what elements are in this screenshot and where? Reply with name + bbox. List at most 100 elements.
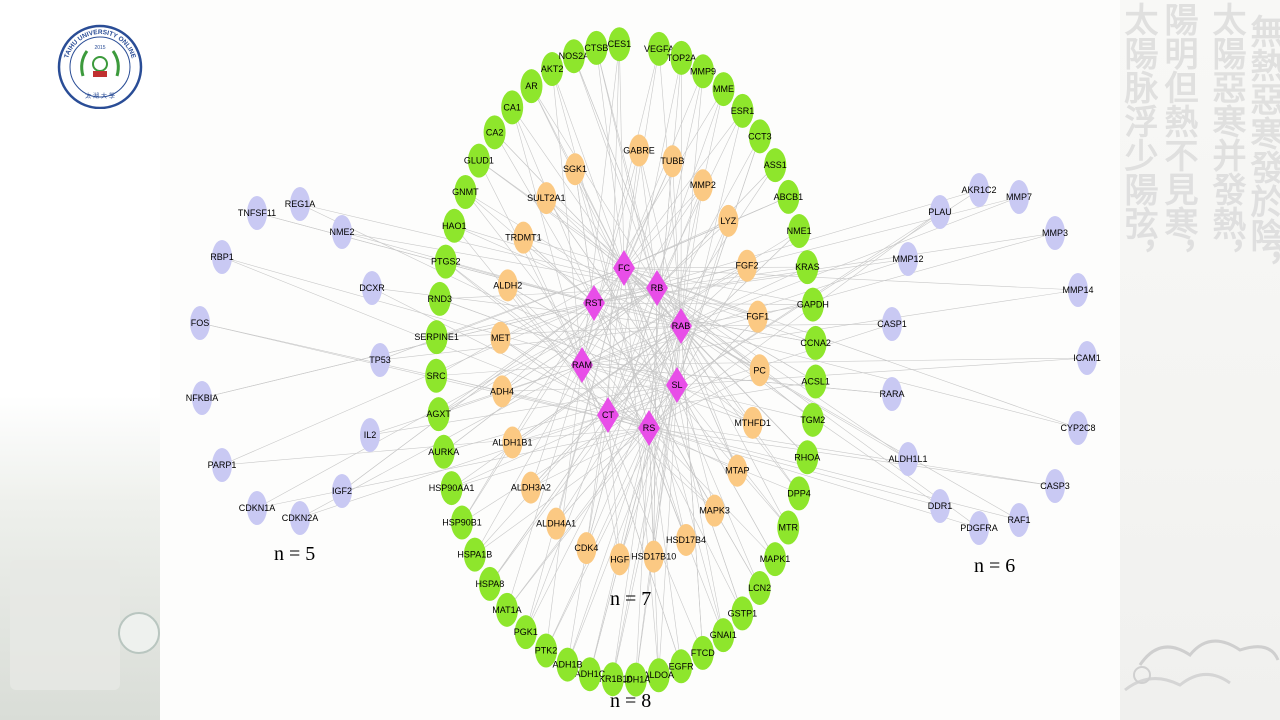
edge: [623, 110, 743, 269]
node-label: RAF1: [1007, 515, 1030, 525]
outer-node-ellipse: [748, 119, 771, 154]
node-label: ACSL1: [801, 377, 830, 387]
node-label: HSP90B1: [442, 518, 482, 528]
network-diagram: FC RB RST RAB RAM SL CT RS GABRE TUBB MMP2 LYZ FGF2 F…: [186, 27, 1101, 697]
edge: [623, 267, 724, 636]
node-label: MAPK1: [760, 554, 791, 564]
node-label: RAB: [672, 321, 691, 331]
node-label: MMP9: [690, 66, 716, 76]
node-top2a: TOP2A: [667, 40, 696, 75]
node-label: ABCB1: [774, 192, 804, 202]
edge: [511, 107, 625, 269]
edge: [596, 47, 658, 289]
inner-node-ellipse: [742, 406, 763, 439]
compound-diamond: [571, 347, 593, 383]
side-node-ellipse: [969, 511, 989, 545]
node-label: RND3: [428, 294, 453, 304]
node-mmp7: MMP7: [1006, 180, 1032, 214]
inner-node-ellipse: [497, 269, 518, 302]
edge: [680, 325, 1079, 429]
inner-node-ellipse: [565, 153, 586, 186]
inner-node-ellipse: [520, 471, 541, 504]
node-mmp3: MMP3: [1042, 216, 1068, 250]
node-aldh2: ALDH2: [493, 269, 522, 302]
edge: [676, 384, 789, 528]
node-hsd17b4: HSD17B4: [666, 523, 706, 556]
edge: [341, 231, 658, 289]
node-ca2: CA2: [483, 115, 506, 150]
node-label: HSPA1B: [457, 550, 492, 560]
node-label: PDGFRA: [960, 523, 998, 533]
node-src: SRC: [425, 358, 448, 393]
compound-diamond: [666, 367, 688, 403]
node-label: TP53: [369, 355, 391, 365]
node-label: DCXR: [359, 283, 385, 293]
edge: [555, 384, 678, 524]
nodes-layer: FC RB RST RAB RAM SL CT RS GABRE TUBB MMP2 LYZ FGF2 F…: [186, 27, 1101, 697]
node-label: HSD17B10: [631, 552, 676, 562]
side-node-ellipse: [1068, 411, 1088, 445]
edge: [656, 287, 909, 460]
edge: [589, 325, 682, 675]
node-cdk4: CDK4: [574, 532, 598, 565]
node-igf2: IGF2: [332, 474, 352, 508]
outer-node-ellipse: [425, 358, 448, 393]
edge: [454, 225, 682, 327]
outer-node-ellipse: [443, 208, 466, 243]
edge: [623, 150, 640, 269]
edge: [454, 225, 609, 416]
outer-node-ellipse: [432, 434, 455, 469]
edge: [506, 364, 583, 610]
node-ces1: CES1: [608, 27, 631, 62]
calligraphy-col-2: 太陽惡寒并發熱，: [1206, 2, 1246, 274]
outer-node-ellipse: [601, 662, 624, 697]
node-label: PTGS2: [431, 257, 461, 267]
node-ctsb: CTSB: [584, 30, 608, 65]
node-label: SGK1: [563, 164, 587, 174]
node-tp53: TP53: [369, 343, 391, 377]
edge: [607, 414, 1056, 487]
node-label: MTR: [778, 522, 798, 532]
node-akt2: AKT2: [541, 52, 563, 87]
outer-node-ellipse: [712, 72, 735, 107]
outer-node-ellipse: [478, 566, 501, 601]
node-esr1: ESR1: [731, 93, 754, 128]
edge: [593, 232, 1056, 304]
edge: [648, 427, 1056, 487]
node-tnfsf11: TNFSF11: [238, 196, 276, 230]
side-node-ellipse: [212, 448, 232, 482]
outer-node-ellipse: [428, 281, 451, 316]
node-nos2a: NOS2A: [559, 39, 589, 74]
edge: [623, 161, 673, 269]
node-rb: RB: [646, 270, 668, 306]
side-node-ellipse: [370, 343, 390, 377]
left-decor-panel: TAIHU UNIVERSITY ONLINE 2015 太 湖 大 學: [0, 0, 160, 720]
node-label: SL: [671, 380, 682, 390]
inner-node-ellipse: [727, 454, 748, 487]
node-fgf2: FGF2: [736, 249, 759, 282]
inner-node-ellipse: [747, 300, 768, 333]
edge: [199, 322, 650, 429]
node-tgm2: TGM2: [800, 402, 825, 437]
edge: [656, 287, 816, 382]
outer-node-ellipse: [483, 115, 506, 150]
outer-node-ellipse: [578, 657, 601, 692]
node-label: ALDH1B1: [492, 438, 532, 448]
edge: [680, 220, 729, 327]
node-met: MET: [490, 321, 511, 354]
node-il2: IL2: [360, 418, 380, 452]
edge: [474, 427, 650, 555]
node-rbp1: RBP1: [210, 240, 234, 274]
node-label: GABRE: [623, 145, 655, 155]
edge: [623, 267, 800, 494]
edge: [656, 287, 738, 471]
node-label: MME: [713, 84, 734, 94]
node-hsp90aa1: HSP90AA1: [429, 471, 474, 506]
edge: [445, 261, 583, 366]
left-bottom-landscape: [0, 540, 160, 720]
university-logo: TAIHU UNIVERSITY ONLINE 2015 太 湖 大 學: [57, 24, 143, 109]
inner-node-ellipse: [513, 221, 534, 254]
inner-node-ellipse: [576, 532, 597, 565]
node-gapdh: GAPDH: [797, 287, 829, 322]
